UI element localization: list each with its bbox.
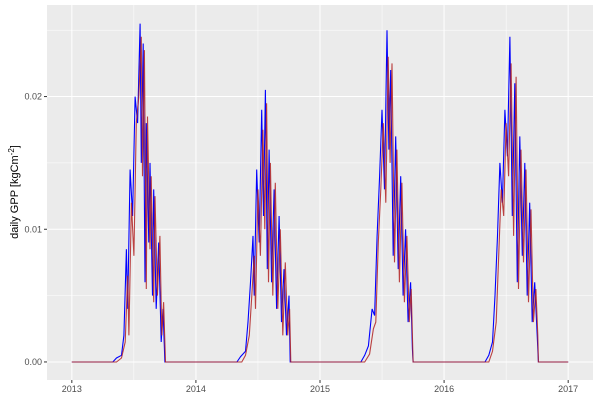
y-tick-label: 0.01 xyxy=(24,224,42,234)
x-tick-label: 2016 xyxy=(434,384,454,394)
y-tick-label: 0.00 xyxy=(24,357,42,367)
x-tick-label: 2015 xyxy=(310,384,330,394)
y-axis-label: daily GPP [kgCm-2] xyxy=(7,145,21,239)
x-tick-label: 2013 xyxy=(62,384,82,394)
x-axis: 2013 2014 2015 2016 2017 xyxy=(62,380,578,394)
series-line-2 xyxy=(71,36,569,363)
series-lines xyxy=(71,23,569,363)
y-axis: 0.00 0.01 0.02 xyxy=(24,92,47,367)
major-gridlines xyxy=(47,5,593,380)
y-tick-label: 0.02 xyxy=(24,92,42,102)
x-tick-label: 2014 xyxy=(186,384,206,394)
x-tick-label: 2017 xyxy=(558,384,578,394)
